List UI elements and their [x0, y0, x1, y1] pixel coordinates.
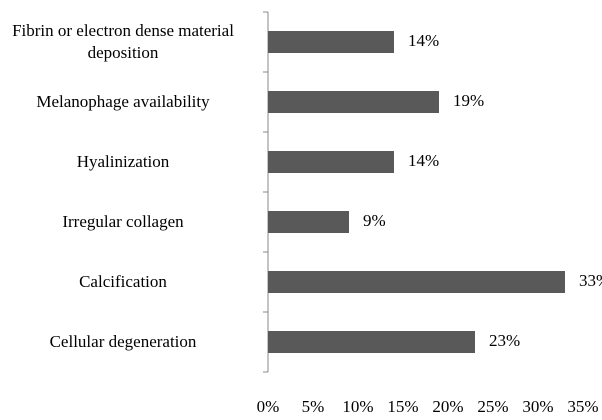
x-tick-label: 30% [522, 397, 553, 416]
bar [268, 151, 394, 173]
bar [268, 31, 394, 53]
value-label: 14% [408, 151, 439, 170]
bar [268, 271, 565, 293]
value-label: 14% [408, 31, 439, 50]
bar [268, 211, 349, 233]
x-tick-label: 10% [342, 397, 373, 416]
value-label: 23% [489, 331, 520, 350]
x-tick-label: 20% [432, 397, 463, 416]
bar [268, 331, 475, 353]
y-tick-label: Melanophage availability [36, 92, 210, 111]
value-label: 33% [579, 271, 602, 290]
value-label: 19% [453, 91, 484, 110]
y-tick-label: Hyalinization [76, 152, 170, 171]
y-tick-label: Cellular degeneration [49, 332, 197, 351]
x-tick-label: 15% [387, 397, 418, 416]
y-tick-label: Calcification [79, 272, 167, 291]
bar [268, 91, 439, 113]
x-tick-label: 5% [302, 397, 325, 416]
y-tick-label: Irregular collagen [62, 212, 184, 231]
value-label: 9% [363, 211, 386, 230]
y-tick-label: Fibrin or electron dense material deposi… [12, 21, 234, 62]
x-tick-label: 35% [567, 397, 598, 416]
x-tick-label: 25% [477, 397, 508, 416]
x-tick-label: 0% [257, 397, 280, 416]
